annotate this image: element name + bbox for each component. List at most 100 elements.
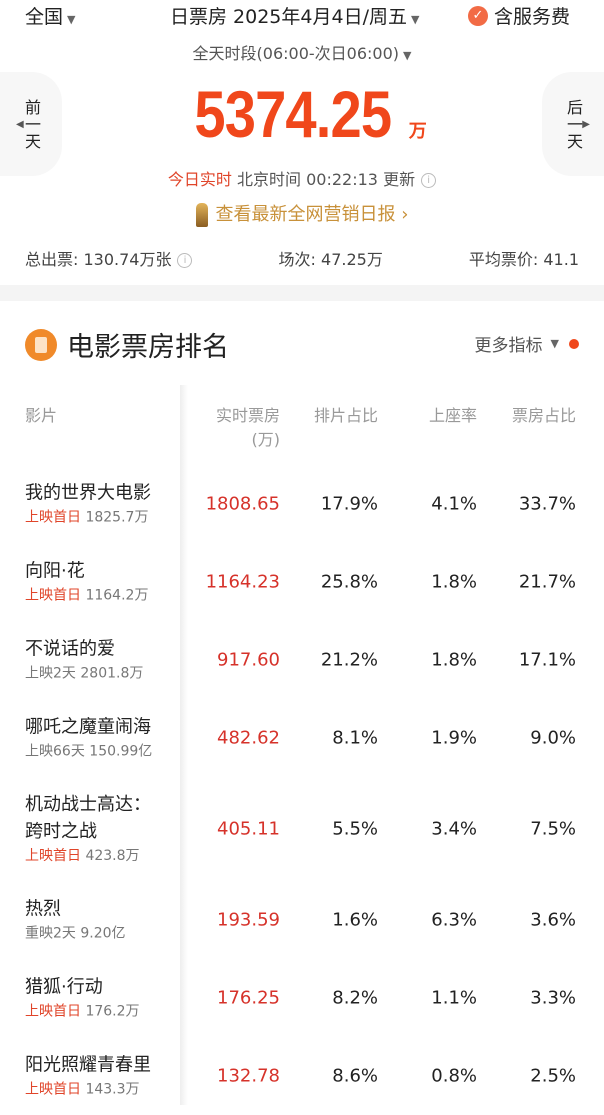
region-label: 全国 — [25, 6, 64, 28]
movie-title: 机动战士高达： 跨时之战 — [25, 794, 151, 842]
service-fee-label: 含服务费 — [494, 6, 571, 28]
table-row[interactable]: 向阳·花 上映首日 1164.2万 1164.23 25.8% 1.8% 21.… — [0, 543, 604, 621]
period-selector[interactable]: 全天时段(06:00-次日06:00) ▼ — [0, 40, 604, 64]
movie-info: 猎狐·行动 上映首日 176.2万 — [25, 974, 140, 1023]
service-fee-toggle[interactable]: ✓ 含服务费 — [468, 2, 570, 29]
schedule-share: 21.2% — [320, 649, 378, 671]
box-office-share: 33.7% — [518, 493, 576, 515]
section-title: 电影票房排名 — [67, 332, 229, 363]
table-row[interactable]: 不说话的爱 上映2天 2801.8万 917.60 21.2% 1.8% 17.… — [0, 621, 604, 699]
movie-title: 向阳·花 — [25, 560, 85, 582]
movie-info: 哪吒之魔童闹海 上映66天 150.99亿 — [25, 714, 152, 763]
col-schedule[interactable]: 排片占比 — [313, 406, 378, 425]
report-link-label: 查看最新全网营销日报 › — [215, 204, 409, 225]
schedule-share: 8.1% — [332, 727, 378, 749]
movie-info: 向阳·花 上映首日 1164.2万 — [25, 558, 148, 607]
schedule-share: 8.2% — [332, 987, 378, 1009]
movie-release-info: 上映首日 423.8万 — [25, 848, 140, 864]
movie-release-info: 上映2天 2801.8万 — [25, 665, 144, 682]
info-icon[interactable]: i — [177, 253, 193, 268]
realtime-box-office: 917.60 — [217, 649, 280, 671]
movie-release-info: 上映首日 1164.2万 — [25, 587, 149, 604]
stat-tickets: 总出票: 130.74万张 i — [25, 246, 193, 270]
stat-shows: 场次: 47.25万 — [278, 250, 383, 269]
realtime-label: 今日实时 — [167, 170, 232, 189]
realtime-box-office: 193.59 — [217, 909, 280, 931]
movie-table: 我的世界大电影 上映首日 1825.7万 1808.65 17.9% 4.1% … — [0, 465, 604, 1115]
schedule-share: 17.9% — [320, 493, 378, 515]
chevron-down-icon: ▼ — [403, 49, 412, 62]
sticky-column-shadow — [180, 385, 188, 1105]
stat-avg-price: 平均票价: 41.1 — [468, 250, 579, 269]
box-office-share: 9.0% — [530, 727, 576, 749]
chevron-down-icon: ▼ — [67, 13, 76, 26]
stats-row: 总出票: 130.74万张 i 场次: 47.25万 平均票价: 41.1 — [25, 246, 579, 270]
movie-info: 机动战士高达： 跨时之战 上映首日 423.8万 — [25, 791, 151, 867]
movie-title: 哪吒之魔童闹海 — [25, 716, 151, 738]
occupancy-rate: 1.9% — [431, 727, 477, 749]
arrow-left-icon: ◀ — [16, 118, 24, 130]
occupancy-rate: 3.4% — [431, 818, 477, 840]
schedule-share: 8.6% — [332, 1065, 378, 1087]
movie-info: 不说话的爱 上映2天 2801.8万 — [25, 636, 143, 685]
movie-title: 阳光照耀青春里 — [25, 1054, 151, 1076]
box-office-share: 17.1% — [518, 649, 576, 671]
col-film: 影片 — [25, 406, 58, 425]
section-header: 电影票房排名 — [25, 325, 229, 364]
top-bar: 全国 ▼ 日票房 2025年4月4日/周五 ▼ ✓ 含服务费 — [0, 0, 604, 30]
box-office-share: 3.3% — [530, 987, 576, 1009]
realtime-box-office: 1808.65 — [205, 493, 280, 515]
next-day-label: 后一天 — [564, 98, 583, 150]
cinema-icon — [25, 328, 57, 361]
divider — [0, 285, 604, 301]
prev-day-button[interactable]: ◀ 前一天 — [0, 72, 62, 176]
check-icon: ✓ — [468, 5, 488, 26]
col-occupancy[interactable]: 上座率 — [428, 406, 477, 425]
box-office-share: 21.7% — [518, 571, 576, 593]
total-unit: 万 — [408, 121, 427, 142]
schedule-share: 1.6% — [332, 909, 378, 931]
table-row[interactable]: 猎狐·行动 上映首日 176.2万 176.25 8.2% 1.1% 3.3% — [0, 959, 604, 1037]
info-icon[interactable]: i — [421, 173, 437, 188]
marketing-report-link[interactable]: 查看最新全网营销日报 › — [0, 200, 604, 227]
movie-info: 阳光照耀青春里 上映首日 143.3万 — [25, 1052, 151, 1101]
total-box-office: 5374.25 万 — [0, 76, 604, 152]
table-row[interactable]: 阳光照耀青春里 上映首日 143.3万 132.78 8.6% 0.8% 2.5… — [0, 1037, 604, 1115]
movie-info: 热烈 重映2天 9.20亿 — [25, 896, 126, 945]
movie-release-info: 上映首日 176.2万 — [25, 1003, 140, 1020]
table-row[interactable]: 哪吒之魔童闹海 上映66天 150.99亿 482.62 8.1% 1.9% 9… — [0, 699, 604, 777]
realtime-box-office: 482.62 — [217, 727, 280, 749]
realtime-box-office: 405.11 — [217, 818, 280, 840]
col-realtime[interactable]: 实时票房 (万) — [215, 406, 280, 449]
occupancy-rate: 0.8% — [431, 1065, 477, 1087]
prev-day-label: 前一天 — [22, 98, 41, 150]
arrow-right-icon: ▶ — [582, 118, 590, 130]
schedule-share: 5.5% — [332, 818, 378, 840]
region-selector[interactable]: 全国 ▼ — [25, 2, 75, 29]
movie-title: 猎狐·行动 — [25, 976, 103, 998]
table-row[interactable]: 热烈 重映2天 9.20亿 193.59 1.6% 6.3% 3.6% — [0, 881, 604, 959]
more-metrics-button[interactable]: 更多指标 ▼ — [475, 331, 579, 356]
occupancy-rate: 1.8% — [431, 649, 477, 671]
box-office-share: 7.5% — [530, 818, 576, 840]
box-office-share: 2.5% — [530, 1065, 576, 1087]
chevron-down-icon: ▼ — [550, 337, 559, 350]
more-metrics-label: 更多指标 — [474, 336, 543, 356]
total-value: 5374.25 — [194, 77, 393, 151]
date-selector[interactable]: 日票房 2025年4月4日/周五 ▼ — [170, 2, 419, 29]
table-row[interactable]: 我的世界大电影 上映首日 1825.7万 1808.65 17.9% 4.1% … — [0, 465, 604, 543]
table-row[interactable]: 机动战士高达： 跨时之战 上映首日 423.8万 405.11 5.5% 3.4%… — [0, 777, 604, 881]
occupancy-rate: 1.8% — [431, 571, 477, 593]
update-time: 北京时间 00:22:13 更新 — [237, 170, 416, 189]
col-share[interactable]: 票房占比 — [511, 406, 576, 425]
date-label: 日票房 2025年4月4日/周五 — [170, 6, 407, 28]
movie-title: 热烈 — [25, 898, 61, 920]
movie-release-info: 上映66天 150.99亿 — [25, 743, 153, 760]
notification-dot — [569, 338, 579, 349]
realtime-status: 今日实时 北京时间 00:22:13 更新 i — [0, 166, 604, 190]
next-day-button[interactable]: 后一天 ▶ — [542, 72, 604, 176]
movie-info: 我的世界大电影 上映首日 1825.7万 — [25, 480, 151, 529]
schedule-share: 25.8% — [320, 571, 378, 593]
occupancy-rate: 1.1% — [431, 987, 477, 1009]
box-office-share: 3.6% — [530, 909, 576, 931]
